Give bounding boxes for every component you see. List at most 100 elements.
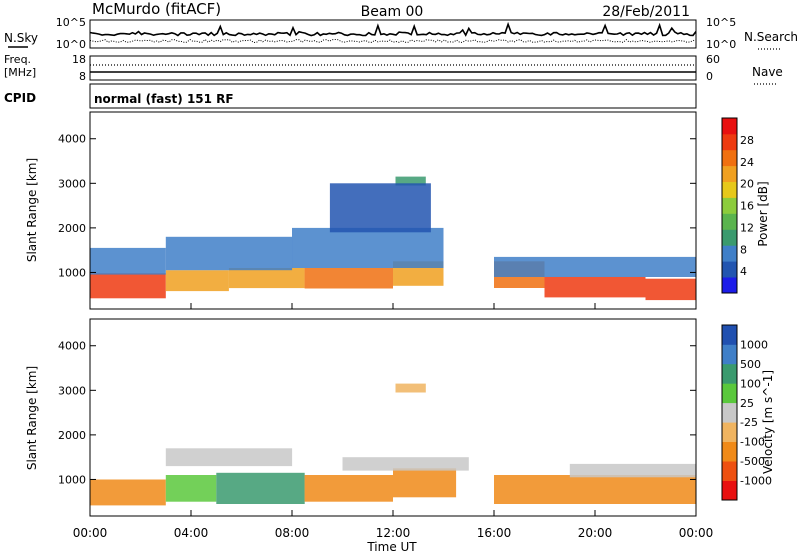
colorbar-frame bbox=[721, 324, 738, 501]
colorbar-segment bbox=[722, 118, 737, 135]
freq-label-line2: [MHz] bbox=[4, 66, 36, 79]
y-tick-label: 3000 bbox=[58, 384, 86, 397]
nave-label: Nave bbox=[752, 65, 783, 79]
time-axis-label: Time UT bbox=[366, 540, 417, 554]
x-tick-label: 00:00 bbox=[73, 526, 108, 540]
echo-band-12 bbox=[395, 176, 426, 186]
colorbar-tick-label: -25 bbox=[740, 416, 758, 429]
noise-sky-label: N.Sky bbox=[4, 31, 38, 45]
echo-band-2 bbox=[216, 472, 305, 504]
x-tick-label: 04:00 bbox=[174, 526, 209, 540]
power-colorbar-label: Power [dB] bbox=[756, 181, 770, 246]
colorbar-segment bbox=[722, 181, 737, 198]
colorbar-segment bbox=[722, 133, 737, 151]
noise-right-tick-top: 10^5 bbox=[706, 16, 736, 29]
y-tick-label: 3000 bbox=[58, 177, 86, 190]
echo-band-3 bbox=[304, 268, 393, 289]
colorbar-tick-label: -1000 bbox=[740, 475, 772, 488]
power-colorbar: 4 8 12 16 20 24 28 bbox=[721, 117, 754, 294]
cpid-panel-frame bbox=[89, 83, 697, 109]
noise-sky-line bbox=[89, 21, 697, 37]
colorbar-segment bbox=[722, 261, 737, 278]
noise-left-tick-bottom: 10^0 bbox=[56, 38, 86, 51]
colorbar-segment bbox=[722, 422, 737, 442]
echo-band-10 bbox=[292, 227, 444, 268]
colorbar-tick-label: 20 bbox=[740, 178, 754, 191]
echo-band-0 bbox=[90, 479, 166, 506]
colorbar-segment bbox=[722, 213, 737, 230]
colorbar-tick-label: 12 bbox=[740, 221, 754, 234]
echo-band-9 bbox=[395, 383, 426, 393]
velocity-colorbar-label: Velocity [m s^-1] bbox=[761, 370, 775, 474]
colorbar-tick-label: 16 bbox=[740, 200, 754, 213]
colorbar-segment bbox=[722, 245, 737, 262]
colorbar-tick-label: 8 bbox=[740, 243, 747, 256]
colorbar-segment bbox=[722, 402, 737, 423]
date-title: 28/Feb/2011 bbox=[602, 4, 690, 20]
colorbar-tick-label: 1000 bbox=[740, 338, 768, 351]
freq-left-tick-top: 18 bbox=[72, 53, 86, 66]
colorbar-segment bbox=[722, 149, 737, 167]
y-tick-label: 4000 bbox=[58, 340, 86, 353]
x-tick-label: 20:00 bbox=[578, 526, 613, 540]
colorbar-tick-label: -100 bbox=[740, 436, 765, 449]
freq-label-line1: Freq. bbox=[4, 53, 31, 66]
echo-band-7 bbox=[645, 278, 696, 301]
colorbar-tick-label: 100 bbox=[740, 377, 761, 390]
colorbar-tick-label: 500 bbox=[740, 358, 761, 371]
colorbar-segment bbox=[722, 229, 737, 246]
colorbar-segment bbox=[722, 344, 737, 365]
velocity-y-ticks: 1000 2000 3000 4000 bbox=[58, 340, 696, 486]
noise-left-tick-top: 10^5 bbox=[56, 16, 86, 29]
echo-band-0 bbox=[90, 273, 166, 299]
colorbar-tick-label: 25 bbox=[740, 397, 754, 410]
echo-band-5 bbox=[494, 475, 696, 504]
colorbar-tick-label: -500 bbox=[740, 455, 765, 468]
echo-band-7 bbox=[342, 457, 469, 471]
echo-band-8 bbox=[569, 463, 697, 478]
freq-right-tick-bottom: 0 bbox=[706, 70, 713, 83]
y-tick-label: 2000 bbox=[58, 429, 86, 442]
velocity-colorbar: -1000 -500 -100 -25 25 100 500 1000 bbox=[721, 324, 772, 501]
echo-band-8 bbox=[90, 247, 166, 275]
colorbar-frame bbox=[721, 117, 738, 294]
power-panel: 1000 2000 3000 4000 Slant Range [km] 4 8 12 16… bbox=[25, 111, 770, 310]
echo-band-4 bbox=[393, 468, 457, 498]
colorbar-tick-label: 24 bbox=[740, 156, 754, 169]
noise-search-label: N.Search bbox=[744, 30, 798, 44]
time-axis: 00:00 04:00 08:00 12:00 16:00 20:00 00:00 bbox=[73, 303, 714, 540]
y-tick-label: 2000 bbox=[58, 222, 86, 235]
echo-band-1 bbox=[165, 270, 229, 292]
echo-band-13 bbox=[329, 183, 431, 233]
cpid-label: CPID bbox=[4, 91, 36, 105]
colorbar-segment bbox=[722, 277, 737, 294]
freq-panel-frame bbox=[89, 55, 697, 81]
colorbar-segment bbox=[722, 165, 737, 182]
colorbar-segment bbox=[722, 363, 737, 384]
y-tick-label: 4000 bbox=[58, 133, 86, 146]
colorbar-segment bbox=[722, 461, 737, 481]
y-tick-label: 1000 bbox=[58, 266, 86, 279]
echo-band-11 bbox=[494, 256, 696, 277]
y-tick-label: 1000 bbox=[58, 473, 86, 486]
power-y-ticks: 1000 2000 3000 4000 bbox=[58, 133, 696, 279]
power-y-axis-label: Slant Range [km] bbox=[25, 158, 39, 262]
x-tick-label: 00:00 bbox=[679, 526, 714, 540]
colorbar-segment bbox=[722, 383, 737, 404]
cpid-text: normal (fast) 151 RF bbox=[94, 92, 234, 106]
x-tick-label: 16:00 bbox=[477, 526, 512, 540]
echo-band-9 bbox=[165, 236, 293, 271]
noise-panel-frame bbox=[89, 19, 697, 49]
colorbar-tick-label: 28 bbox=[740, 134, 754, 147]
x-tick-label: 12:00 bbox=[376, 526, 411, 540]
echo-band-3 bbox=[304, 475, 393, 502]
echo-band-6 bbox=[544, 276, 646, 298]
velocity-y-axis-label: Slant Range [km] bbox=[25, 366, 39, 470]
cpid-panel: CPID normal (fast) 151 RF bbox=[4, 83, 697, 109]
echo-band-2 bbox=[228, 268, 305, 289]
colorbar-tick-label: 4 bbox=[740, 265, 747, 278]
colorbar-segment bbox=[722, 441, 737, 462]
freq-right-tick-top: 60 bbox=[706, 53, 720, 66]
